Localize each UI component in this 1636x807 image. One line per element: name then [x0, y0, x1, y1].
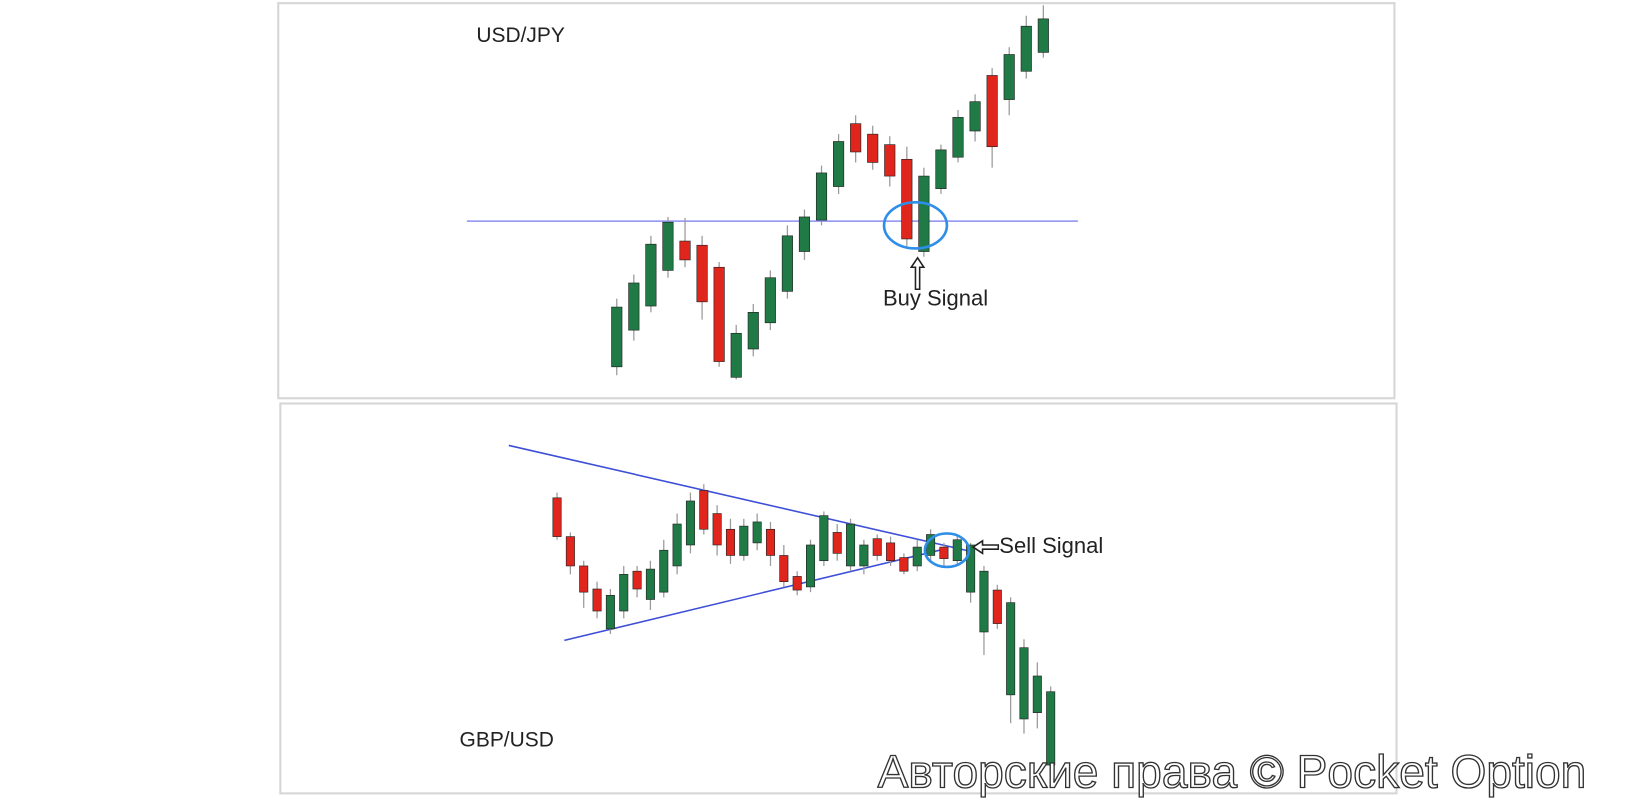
- candle-body: [832, 532, 842, 554]
- chart-title: USD/JPY: [476, 24, 565, 47]
- candle-body: [969, 101, 981, 132]
- candle-body: [730, 332, 742, 378]
- candle-body: [939, 546, 949, 559]
- signal-circle: [882, 200, 949, 250]
- candle-body: [725, 528, 735, 556]
- chart-title: GBP/USD: [460, 729, 554, 752]
- candle-body: [1046, 691, 1056, 766]
- candle-body: [1006, 602, 1016, 696]
- candle-body: [912, 546, 922, 567]
- candle-body: [859, 544, 869, 567]
- candle-body: [986, 75, 998, 148]
- candle-body: [672, 523, 682, 567]
- candle-body: [1032, 675, 1042, 713]
- watermark: Авторские права © Pocket Option: [878, 746, 1587, 798]
- candle-body: [747, 312, 759, 350]
- candle-body: [1037, 18, 1049, 53]
- panel-frame: [277, 2, 1396, 400]
- candle-body: [645, 568, 655, 600]
- candle-body: [781, 235, 793, 292]
- candle-body: [1003, 54, 1015, 100]
- trend-line: [508, 444, 971, 553]
- annotation: Buy Signal: [883, 286, 988, 311]
- candle-body: [712, 513, 722, 546]
- candle-body: [884, 144, 896, 177]
- candle-body: [872, 538, 882, 556]
- candle-body: [1019, 647, 1029, 720]
- candle-body: [952, 117, 964, 158]
- candle-body: [565, 536, 575, 567]
- candle-body: [886, 542, 896, 562]
- candle-body: [659, 549, 669, 593]
- candle-body: [679, 240, 691, 261]
- candle-body: [779, 555, 789, 582]
- candle-body: [628, 282, 640, 331]
- signal-circle: [923, 532, 971, 569]
- candle-body: [699, 490, 709, 530]
- annotation: Sell Signal: [999, 533, 1103, 558]
- candle-body: [605, 594, 615, 630]
- candle-body: [611, 306, 623, 368]
- candle-body: [713, 266, 725, 362]
- candle-body: [619, 574, 629, 612]
- candle-body: [899, 557, 909, 572]
- candle-body: [918, 175, 930, 252]
- candle-body: [662, 221, 674, 271]
- candle-body: [992, 589, 1002, 624]
- candle-body: [696, 244, 708, 303]
- candle-body: [798, 216, 811, 252]
- candles: [552, 5, 1056, 771]
- trend-line: [564, 548, 944, 642]
- candle-body: [552, 497, 562, 537]
- candle-body: [1020, 25, 1032, 72]
- arrow: [909, 256, 926, 291]
- candle-body: [739, 525, 749, 556]
- arrow: [971, 539, 1000, 555]
- panel-frame: [279, 402, 1398, 795]
- candle-body: [765, 528, 776, 556]
- candle-body: [579, 565, 589, 593]
- candle-body: [867, 133, 879, 163]
- candle-body: [815, 172, 828, 221]
- candle-body: [935, 149, 947, 189]
- candle-body: [966, 544, 976, 593]
- candle-body: [819, 515, 829, 562]
- candle-body: [846, 523, 856, 567]
- candle-body: [645, 243, 657, 307]
- candle-body: [685, 500, 695, 546]
- candle-body: [979, 570, 989, 633]
- candle-body: [632, 570, 642, 590]
- candle-body: [764, 277, 776, 324]
- candle-body: [752, 521, 762, 544]
- candle-body: [792, 576, 802, 591]
- candle-body: [592, 588, 602, 612]
- candle-body: [901, 158, 913, 240]
- candle-body: [806, 544, 816, 588]
- candle-body: [850, 123, 862, 153]
- candle-body: [952, 539, 962, 562]
- candle-body: [833, 141, 845, 187]
